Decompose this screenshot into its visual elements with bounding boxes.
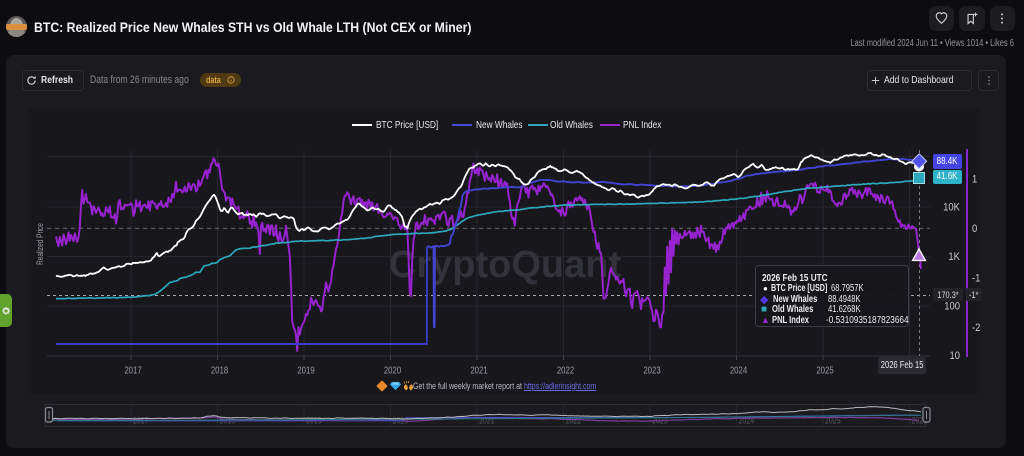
svg-text:10K: 10K	[943, 202, 960, 214]
svg-text:2021: 2021	[470, 365, 487, 376]
svg-text:-2: -2	[972, 322, 981, 334]
svg-text:2024: 2024	[739, 416, 755, 426]
svg-text:2022: 2022	[557, 365, 574, 376]
svg-text:2020: 2020	[384, 365, 401, 376]
svg-text:2025: 2025	[816, 365, 833, 376]
svg-text:2017: 2017	[124, 365, 141, 376]
svg-text:CryptoQuant: CryptoQuant	[389, 244, 622, 286]
svg-text:-1: -1	[972, 273, 981, 285]
svg-text:1K: 1K	[948, 252, 960, 264]
svg-text:2019: 2019	[297, 365, 314, 376]
svg-text:2018: 2018	[211, 365, 228, 376]
svg-text:2024: 2024	[730, 365, 747, 376]
svg-text:1: 1	[972, 174, 978, 186]
svg-text:0: 0	[972, 223, 978, 235]
svg-text:2025: 2025	[825, 416, 841, 426]
svg-text:2026: 2026	[912, 416, 928, 426]
svg-text:100: 100	[944, 301, 960, 313]
svg-text:2022: 2022	[566, 416, 582, 426]
svg-text:10: 10	[949, 351, 960, 363]
svg-text:2023: 2023	[643, 365, 660, 376]
svg-text:2021: 2021	[479, 416, 495, 426]
